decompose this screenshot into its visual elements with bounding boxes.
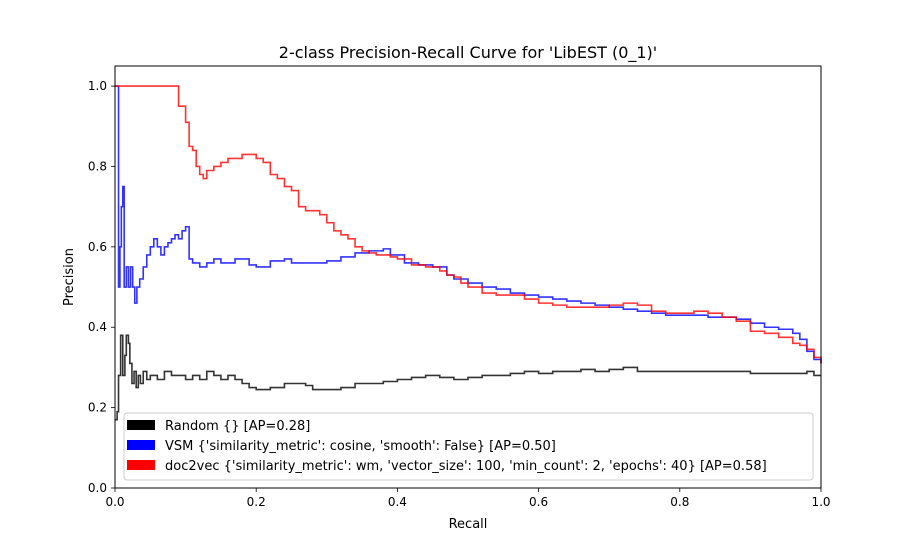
legend-swatch-2 — [127, 460, 155, 470]
y-tick-label: 0.2 — [88, 401, 107, 415]
y-axis: 0.0 0.2 0.4 0.6 0.8 1.0 — [88, 79, 115, 495]
legend-label-2: doc2vec {'similarity_metric': wm, 'vecto… — [165, 459, 767, 474]
legend-swatch-0 — [127, 420, 155, 430]
y-tick-label: 0.0 — [88, 481, 107, 495]
x-tick-label: 0.6 — [529, 495, 548, 509]
legend-box — [123, 412, 814, 481]
x-axis-label: Recall — [449, 517, 488, 532]
y-axis-label: Precision — [62, 248, 77, 306]
y-tick-label: 1.0 — [88, 79, 107, 93]
y-tick-label: 0.8 — [88, 159, 107, 173]
legend: Random {} [AP=0.28] VSM {'similarity_metr… — [123, 412, 814, 481]
y-tick-label: 0.4 — [88, 320, 107, 334]
chart-title: 2-class Precision-Recall Curve for 'LibE… — [279, 43, 657, 63]
plot-frame — [114, 65, 822, 489]
series-line-0 — [115, 334, 821, 421]
x-tick-label: 0.8 — [670, 495, 689, 509]
y-tick-label: 0.6 — [88, 240, 107, 254]
x-tick-label: 0.0 — [105, 495, 124, 509]
x-tick-label: 0.2 — [247, 495, 266, 509]
series-line-2 — [115, 85, 822, 364]
legend-swatch-1 — [127, 440, 155, 450]
series-line-1 — [115, 85, 822, 364]
series-layer — [115, 85, 822, 421]
x-tick-label: 0.4 — [388, 495, 407, 509]
x-axis: 0.0 0.2 0.4 0.6 0.8 1.0 — [105, 488, 831, 509]
x-tick-label: 1.0 — [811, 495, 830, 509]
legend-label-1: VSM {'similarity_metric': cosine, 'smoot… — [165, 439, 556, 454]
legend-label-0: Random {} [AP=0.28] — [165, 419, 310, 434]
